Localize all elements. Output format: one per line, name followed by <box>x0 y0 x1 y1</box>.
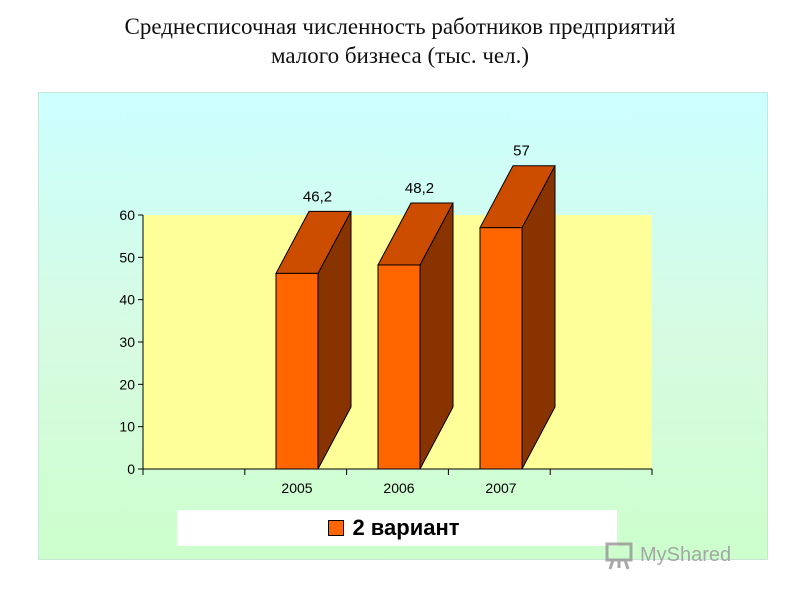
x-tick-label: 2005 <box>281 480 312 496</box>
legend-label: 2 вариант <box>352 515 460 540</box>
y-tick-label: 0 <box>127 461 135 477</box>
y-tick-label: 50 <box>119 249 135 265</box>
chart-title: Среднесписочная численность работников п… <box>0 12 800 70</box>
chart-title-line-2: малого бизнеса (тыс. чел.) <box>270 43 530 68</box>
y-tick-label: 30 <box>119 334 135 350</box>
presentation-icon <box>605 542 633 570</box>
legend: 2 вариант <box>177 510 617 546</box>
y-tick-label: 20 <box>119 376 135 392</box>
legend-swatch <box>328 520 345 536</box>
x-tick-label: 2006 <box>383 480 414 496</box>
bar <box>275 272 319 470</box>
watermark: MyShared <box>604 538 731 572</box>
watermark-text: MyShared <box>640 543 732 566</box>
bar <box>479 227 523 470</box>
data-label: 48,2 <box>405 180 434 197</box>
x-tick-label: 2007 <box>485 480 516 496</box>
data-label: 46,2 <box>303 188 332 205</box>
y-tick-label: 60 <box>119 207 135 223</box>
chart-title-line-1: Среднесписочная численность работников п… <box>124 14 676 39</box>
bar <box>377 264 421 470</box>
data-label: 57 <box>513 143 530 160</box>
y-tick-label: 40 <box>119 292 135 308</box>
y-tick-label: 10 <box>119 419 135 435</box>
